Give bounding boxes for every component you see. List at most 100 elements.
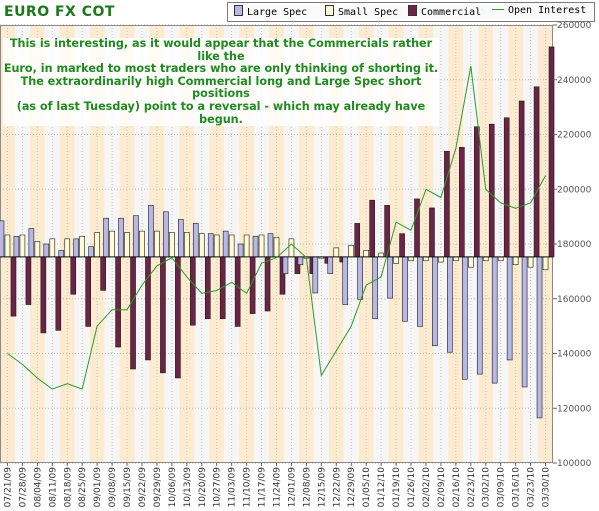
bar-commercial — [533, 86, 540, 258]
bar-small-spec — [19, 234, 26, 258]
bar-large-spec — [163, 211, 169, 258]
x-tick-label: 11/24/09 — [273, 467, 283, 508]
bar-large-spec — [417, 256, 423, 327]
bar-commercial — [459, 147, 465, 258]
bar-large-spec — [506, 256, 513, 361]
bar-commercial — [70, 256, 77, 295]
bar-large-spec — [387, 256, 393, 299]
bar-small-spec — [34, 241, 41, 258]
y-tick-label: 160000 — [557, 295, 592, 305]
bar-large-spec — [58, 250, 65, 258]
x-tick-label: 10/06/09 — [168, 467, 178, 508]
bar-small-spec — [497, 256, 504, 262]
bar-large-spec — [372, 256, 378, 320]
annotation-line: The extraordinarily high Commercial long… — [20, 74, 422, 101]
bar-large-spec — [312, 256, 319, 294]
y-tick-label: 200000 — [557, 185, 592, 195]
x-tick-label: 08/18/09 — [63, 467, 73, 508]
y-tick-label: 120000 — [557, 404, 592, 414]
x-tick-label: 12/29/09 — [347, 467, 357, 508]
bar-small-spec — [213, 234, 220, 258]
bar-small-spec — [378, 252, 384, 258]
bar-commercial — [234, 256, 241, 327]
x-tick-label: 08/11/09 — [48, 467, 58, 508]
y-tick-label: 240000 — [557, 76, 592, 86]
legend-label-large-spec: Large Spec — [247, 7, 308, 18]
x-tick-label: 12/08/09 — [302, 467, 312, 508]
bar-commercial — [55, 256, 62, 331]
bar-small-spec — [228, 234, 235, 258]
x-tick-label: 02/09/10 — [437, 467, 447, 508]
bar-large-spec — [267, 233, 274, 258]
bar-commercial — [399, 233, 405, 258]
y-tick-label: 260000 — [557, 21, 592, 31]
bar-small-spec — [512, 256, 519, 265]
bar-large-spec — [88, 246, 94, 258]
bar-small-spec — [333, 247, 340, 258]
bar-small-spec — [4, 234, 11, 258]
bar-large-spec — [148, 205, 154, 258]
annotation-line: This is interesting, as it would appear … — [9, 37, 433, 63]
bar-small-spec — [288, 238, 295, 258]
x-tick-label: 09/01/09 — [93, 467, 103, 508]
bar-large-spec — [222, 230, 229, 258]
chart-legend: Large Spec Small Spec Commercial Open In… — [227, 2, 595, 22]
bar-commercial — [488, 123, 495, 258]
bar-small-spec — [438, 256, 444, 263]
x-tick-label: 09/29/09 — [153, 467, 163, 508]
legend-label-commercial: Commercial — [421, 7, 482, 18]
bar-commercial — [503, 117, 510, 258]
bar-commercial — [548, 46, 555, 258]
legend-swatch-small-spec — [325, 5, 334, 16]
bar-small-spec — [482, 256, 489, 262]
bar-large-spec — [118, 217, 124, 258]
bar-small-spec — [273, 237, 280, 258]
bar-large-spec — [282, 256, 289, 274]
x-tick-label: 01/12/10 — [377, 467, 387, 508]
bar-large-spec — [0, 220, 5, 258]
chart-annotation: This is interesting, as it would appear … — [3, 37, 439, 127]
bar-large-spec — [521, 256, 528, 388]
x-tick-label: 11/10/09 — [243, 467, 253, 508]
bar-large-spec — [402, 256, 408, 322]
x-tick-label: 10/27/09 — [213, 467, 223, 508]
bar-large-spec — [297, 256, 304, 265]
x-tick-label: 10/13/09 — [183, 467, 193, 508]
legend-item-large-spec: Large Spec — [234, 5, 307, 18]
x-tick-label: 11/03/09 — [228, 467, 238, 508]
bar-commercial — [10, 256, 17, 317]
bar-small-spec — [109, 230, 115, 258]
bar-commercial — [175, 256, 181, 379]
bar-commercial — [204, 256, 211, 320]
bar-small-spec — [124, 232, 130, 258]
bar-large-spec — [73, 238, 80, 258]
y-tick-label: 100000 — [557, 459, 592, 469]
bar-small-spec — [363, 250, 369, 258]
bar-commercial — [264, 256, 271, 312]
bar-large-spec — [28, 228, 35, 258]
bar-small-spec — [408, 256, 414, 262]
x-tick-label: 02/02/10 — [422, 467, 432, 508]
bar-large-spec — [491, 256, 498, 384]
bar-large-spec — [252, 235, 259, 258]
bar-commercial — [145, 256, 151, 361]
bar-commercial — [429, 207, 435, 258]
bar-large-spec — [536, 256, 543, 419]
bar-large-spec — [342, 256, 349, 305]
legend-swatch-commercial — [408, 5, 417, 16]
y-tick-label: 220000 — [557, 131, 592, 141]
series-line-open-interest — [7, 66, 546, 390]
bar-large-spec — [447, 256, 453, 353]
y-tick-label: 180000 — [557, 240, 592, 250]
bar-commercial — [115, 256, 121, 348]
x-tick-label: 12/01/09 — [287, 467, 297, 508]
bar-small-spec — [393, 256, 399, 264]
bar-large-spec — [207, 233, 214, 258]
bar-small-spec — [348, 244, 355, 258]
legend-item-commercial: Commercial — [408, 5, 481, 18]
bar-small-spec — [423, 256, 429, 262]
x-tick-label: 01/26/10 — [407, 467, 417, 508]
bar-large-spec — [133, 215, 139, 258]
x-tick-label: 03/09/10 — [497, 467, 507, 508]
x-tick-label: 09/15/09 — [123, 467, 133, 508]
